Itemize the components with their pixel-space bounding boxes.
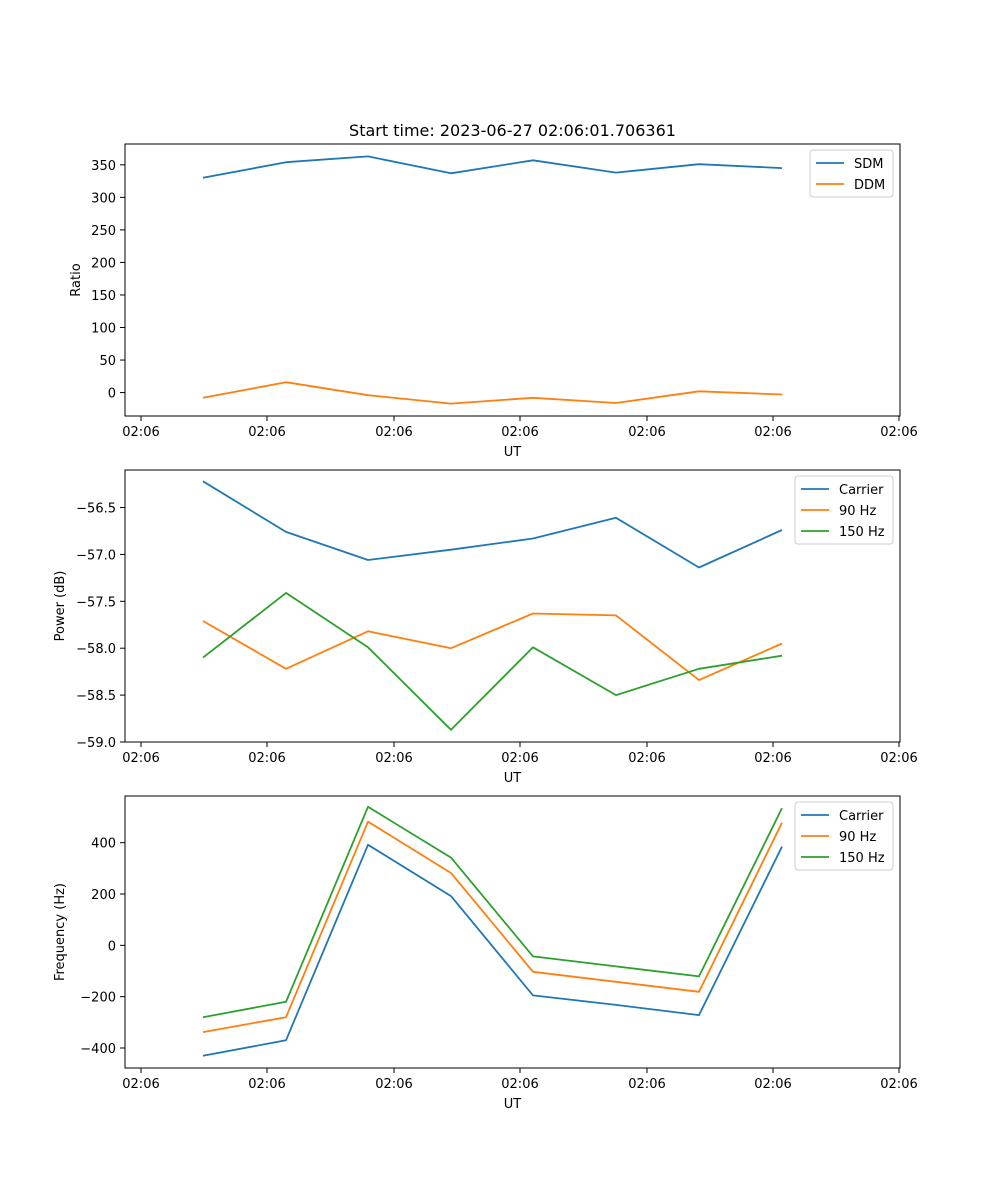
y-tick-label: −400 (80, 1042, 116, 1057)
x-tick-label: 02:06 (501, 751, 538, 766)
x-tick-label: 02:06 (122, 425, 159, 440)
x-axis-label: UT (504, 445, 522, 460)
x-tick-label: 02:06 (122, 1077, 159, 1092)
legend-box (794, 801, 894, 871)
legend: Carrier 90 Hz 150 Hz (794, 801, 894, 871)
y-tick-label: −57.5 (76, 595, 116, 610)
x-tick-label: 02:06 (754, 751, 791, 766)
series-line-ddm (202, 381, 783, 405)
x-tick-label: 02:06 (248, 1077, 285, 1092)
legend-box (809, 149, 894, 198)
legend-entry: 90 Hz (839, 504, 876, 519)
y-tick-label: −57.0 (76, 548, 116, 563)
legend-entry: SDM (854, 157, 883, 172)
y-tick-label: 100 (91, 322, 116, 337)
x-tick-label: 02:06 (880, 1077, 917, 1092)
series-line-sdm (202, 155, 783, 179)
y-axis-label: Frequency (Hz) (53, 883, 68, 981)
y-tick-label: 300 (91, 191, 116, 206)
legend: Carrier 90 Hz 150 Hz (794, 475, 894, 545)
y-tick-label: 0 (108, 939, 116, 954)
x-tick-label: 02:06 (628, 1077, 665, 1092)
x-tick-label: 02:06 (501, 1077, 538, 1092)
axes-frame (124, 795, 901, 1069)
axes-frame (124, 469, 901, 743)
legend: SDM DDM (809, 149, 894, 198)
panel-1: Start time: 2023-06-27 02:06:01.70636102… (69, 121, 918, 460)
x-tick-label: 02:06 (754, 1077, 791, 1092)
y-tick-label: −59.0 (76, 736, 116, 751)
series-line-carrier (202, 480, 783, 569)
x-tick-label: 02:06 (248, 425, 285, 440)
x-tick-label: 02:06 (628, 425, 665, 440)
series-line-carrier (202, 843, 783, 1057)
legend-entry: Carrier (839, 483, 884, 498)
panel-2: 02:06 02:06 02:06 02:06 02:06 02:06 02:06 UT −59… (53, 469, 918, 786)
x-tick-label: 02:06 (375, 751, 412, 766)
legend-entry: Carrier (839, 809, 884, 824)
series-line-150-hz (202, 592, 783, 731)
y-tick-label: 150 (91, 289, 116, 304)
panel-3: 02:06 02:06 02:06 02:06 02:06 02:06 02:06 UT −40… (53, 795, 918, 1112)
y-axis-label: Power (dB) (53, 571, 68, 642)
y-tick-label: −58.0 (76, 642, 116, 657)
series-line-90-hz (202, 612, 783, 681)
legend-entry: DDM (854, 178, 885, 193)
x-axis-label: UT (504, 771, 522, 786)
x-tick-label: 02:06 (375, 1077, 412, 1092)
legend-entry: 90 Hz (839, 830, 876, 845)
y-tick-label: 400 (91, 837, 116, 852)
y-tick-label: −58.5 (76, 689, 116, 704)
x-tick-label: 02:06 (501, 425, 538, 440)
series-line-150-hz (202, 805, 783, 1019)
y-axis-label: Ratio (69, 263, 84, 296)
x-tick-label: 02:06 (880, 751, 917, 766)
x-tick-label: 02:06 (375, 425, 412, 440)
x-tick-label: 02:06 (248, 751, 285, 766)
y-tick-label: 50 (99, 354, 116, 369)
x-tick-label: 02:06 (628, 751, 665, 766)
legend-entry: 150 Hz (839, 851, 885, 866)
axes-frame (124, 143, 901, 417)
y-tick-label: 350 (91, 159, 116, 174)
y-tick-label: −56.5 (76, 502, 116, 517)
x-axis-label: UT (504, 1097, 522, 1112)
series-line-90-hz (202, 820, 783, 1033)
x-tick-label: 02:06 (122, 751, 159, 766)
y-tick-label: 250 (91, 224, 116, 239)
legend-box (794, 475, 894, 545)
legend-entry: 150 Hz (839, 525, 885, 540)
chart-title: Start time: 2023-06-27 02:06:01.706361 (349, 121, 676, 140)
y-tick-label: 0 (108, 387, 116, 402)
y-tick-label: 200 (91, 256, 116, 271)
x-tick-label: 02:06 (754, 425, 791, 440)
y-tick-label: −200 (80, 991, 116, 1006)
x-tick-label: 02:06 (880, 425, 917, 440)
y-tick-label: 200 (91, 888, 116, 903)
